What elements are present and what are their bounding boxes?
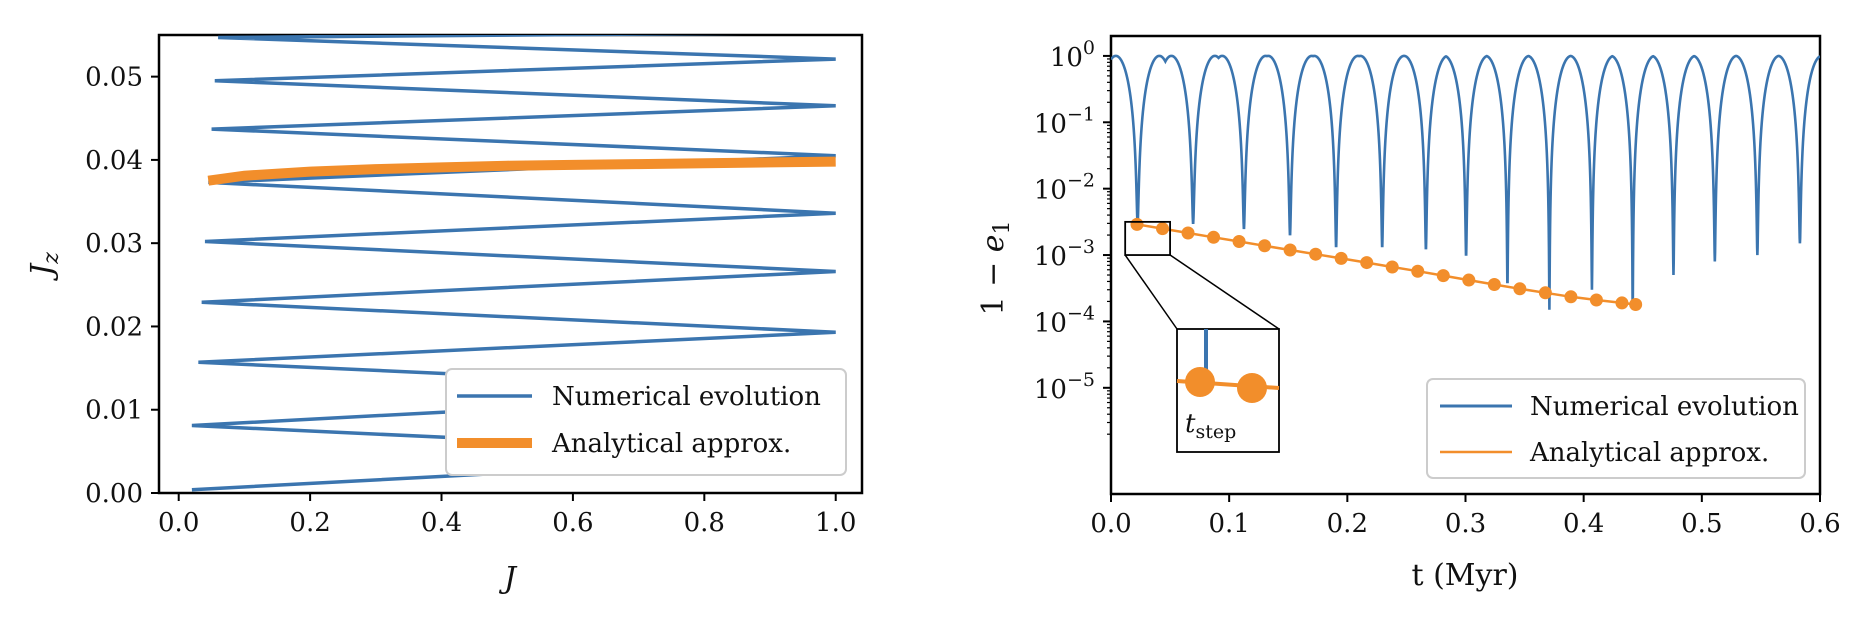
x-axis-label-right: t (Myr) xyxy=(1411,558,1518,593)
x-axis-label-left: J xyxy=(498,561,518,596)
x-tick-label: 0.6 xyxy=(552,508,593,538)
y-axis-label-right: 1 − e1 xyxy=(976,220,1015,315)
legend-label-numerical-right: Numerical evolution xyxy=(1530,392,1799,422)
y-ticks-right: 100 10−1 10−2 10−3 10−4 10−5 xyxy=(1034,37,1111,435)
analytical-point xyxy=(1258,239,1272,253)
legend-label-analytical-left: Analytical approx. xyxy=(551,429,791,459)
series-line-numerical xyxy=(1111,54,1820,310)
x-tick-label: 0.5 xyxy=(1681,509,1722,539)
inset-point xyxy=(1237,373,1267,403)
analytical-point xyxy=(1629,297,1643,311)
analytical-point xyxy=(1207,230,1221,244)
y-tick-label: 0.04 xyxy=(85,146,143,176)
inset-label: tstep xyxy=(1185,409,1236,443)
y-tick-label: 10−4 xyxy=(1034,302,1095,338)
y-tick-label: 10−2 xyxy=(1034,170,1095,206)
x-tick-label: 0.2 xyxy=(289,508,330,538)
analytical-point xyxy=(1487,277,1501,291)
analytical-point xyxy=(1385,260,1399,274)
x-ticks-left: 0.0 0.2 0.4 0.6 0.8 1.0 xyxy=(158,493,856,538)
analytical-point xyxy=(1130,217,1144,231)
y-ticks-left: 0.00 0.01 0.02 0.03 0.04 0.05 xyxy=(85,63,159,509)
analytical-point xyxy=(1283,243,1297,257)
y-tick-label: 0.02 xyxy=(85,312,143,342)
chart-left: 0.0 0.2 0.4 0.6 0.8 1.0 0.000.010.020.030.040… xyxy=(25,33,864,596)
y-tick-label: 0.00 xyxy=(85,479,143,509)
inset-point xyxy=(1185,367,1215,397)
legend-box-right xyxy=(1426,378,1806,479)
x-tick-label: 0.2 xyxy=(1327,509,1368,539)
analytical-point xyxy=(1334,251,1348,265)
analytical-point xyxy=(1156,222,1170,236)
y-tick-label: 10−5 xyxy=(1034,369,1095,405)
zoom-connector xyxy=(1169,254,1280,330)
analytical-point xyxy=(1411,264,1425,278)
x-tick-label: 0.4 xyxy=(421,508,462,538)
legend-box-left xyxy=(445,368,847,476)
analytical-point xyxy=(1436,269,1450,283)
y-tick-label: 0.05 xyxy=(85,63,143,93)
x-tick-label: 0.4 xyxy=(1563,509,1604,539)
x-ticks-right: 0.0 0.1 0.2 0.3 0.4 0.5 0.6 xyxy=(1090,494,1841,539)
analytical-point xyxy=(1181,226,1195,240)
zoom-connector xyxy=(1124,254,1178,330)
x-tick-label: 1.0 xyxy=(815,508,856,538)
analytical-point xyxy=(1309,247,1323,261)
y-axis-label-left: Jz xyxy=(25,252,64,282)
legend-label-analytical-right: Analytical approx. xyxy=(1529,438,1769,468)
x-tick-label: 0.1 xyxy=(1208,509,1249,539)
analytical-point xyxy=(1589,293,1603,307)
y-tick-label: 0.01 xyxy=(85,396,143,426)
analytical-point xyxy=(1232,234,1246,248)
legend-label-numerical-left: Numerical evolution xyxy=(552,382,821,412)
legend-left: Numerical evolution Analytical approx. xyxy=(445,368,847,476)
legend-right: Numerical evolution Analytical approx. xyxy=(1426,378,1806,479)
inset-zoom: tstep xyxy=(1124,220,1280,453)
analytical-point xyxy=(1462,273,1476,287)
chart-right: 0.0 0.1 0.2 0.3 0.4 0.5 0.6 100 10−1 10−2 10−3 10−… xyxy=(976,34,1841,593)
x-tick-label: 0.0 xyxy=(1090,509,1131,539)
series-line-analytical xyxy=(207,156,836,186)
x-tick-label: 0.3 xyxy=(1445,509,1486,539)
analytical-point xyxy=(1564,290,1578,304)
analytical-point xyxy=(1615,296,1629,310)
y-tick-label: 10−1 xyxy=(1034,103,1095,139)
x-tick-label: 0.8 xyxy=(684,508,725,538)
x-tick-label: 0.6 xyxy=(1799,509,1840,539)
x-tick-label: 0.0 xyxy=(158,508,199,538)
zoom-window xyxy=(1124,220,1171,256)
y-tick-label: 10−3 xyxy=(1034,236,1095,272)
y-tick-label: 100 xyxy=(1050,37,1095,73)
series-right xyxy=(1111,54,1820,311)
analytical-point xyxy=(1360,256,1374,270)
analytical-point xyxy=(1513,282,1527,296)
analytical-point xyxy=(1538,286,1552,300)
y-tick-label: 0.03 xyxy=(85,229,143,259)
